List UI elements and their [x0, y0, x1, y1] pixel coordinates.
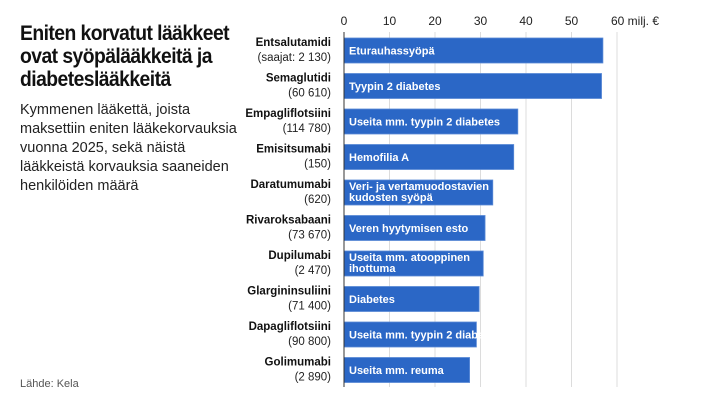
bar-label: Useita mm. tyypin 2 diabetes	[349, 330, 500, 342]
category-label: Dupilumabi	[268, 250, 331, 262]
recipient-count: (620)	[304, 194, 331, 206]
bar-label: Eturauhassyöpä	[349, 46, 435, 58]
chart-title: Eniten korvatut lääkkeet ovat syöpälääkk…	[20, 22, 230, 91]
recipient-count: (saajat: 2 130)	[257, 52, 331, 64]
category-label: Emisitsumabi	[256, 144, 331, 156]
bar	[343, 108, 519, 135]
bar	[343, 321, 477, 348]
bar-label: Diabetes	[349, 294, 395, 306]
x-tick-label: 20	[428, 14, 442, 28]
bar	[343, 73, 602, 99]
category-label: Dapagliflotsiini	[249, 321, 331, 333]
bar	[343, 179, 494, 206]
x-tick-label: 30	[474, 14, 488, 28]
chart-subtitle: Kymmenen lääkettä, joista maksettiin eni…	[20, 102, 237, 194]
category-label: Daratumumabi	[250, 179, 331, 191]
recipient-count: (150)	[304, 159, 331, 171]
category-label: Empagliflotsiini	[245, 108, 331, 120]
category-label: Golimumabi	[265, 357, 331, 369]
x-tick-label: 50	[565, 14, 579, 28]
bar-label: Veri- ja vertamuodostavien	[349, 181, 489, 193]
bar	[343, 357, 470, 383]
x-tick-label: 0	[341, 14, 348, 28]
bar	[343, 286, 480, 312]
bar-label: kudosten syöpä	[349, 192, 434, 204]
category-label: Semaglutidi	[266, 73, 331, 85]
bar	[343, 144, 515, 170]
x-tick-label: 40	[519, 14, 533, 28]
bar-label: Useita mm. reuma	[349, 365, 445, 377]
bar	[343, 250, 484, 277]
recipient-count: (114 780)	[283, 123, 332, 135]
x-tick-label: 10	[383, 14, 397, 28]
recipient-count: (2 470)	[295, 265, 332, 277]
bar-label: Useita mm. atooppinen	[349, 252, 470, 264]
bar-label: Useita mm. tyypin 2 diabetes	[349, 117, 500, 129]
bar	[343, 215, 486, 241]
category-label: Rivaroksabaani	[246, 215, 331, 227]
bar-label: Hemofilia A	[349, 152, 409, 164]
x-tick-label: 60 milj. €	[611, 14, 659, 28]
category-label: Glargininsuliini	[247, 286, 331, 298]
recipient-count: (2 890)	[295, 372, 332, 384]
bar	[343, 37, 604, 64]
bar-label: Veren hyytymisen esto	[349, 223, 469, 235]
bar-label: ihottuma	[349, 263, 396, 275]
recipient-count: (60 610)	[288, 88, 331, 100]
recipient-count: (90 800)	[288, 336, 331, 348]
category-label: Entsalutamidi	[256, 37, 331, 49]
bar-label: Tyypin 2 diabetes	[349, 81, 441, 93]
source-note: Lähde: Kela	[20, 378, 79, 390]
recipient-count: (73 670)	[288, 230, 331, 242]
recipient-count: (71 400)	[288, 301, 331, 313]
